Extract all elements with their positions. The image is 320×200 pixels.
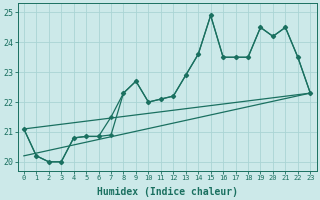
X-axis label: Humidex (Indice chaleur): Humidex (Indice chaleur) (97, 186, 237, 197)
